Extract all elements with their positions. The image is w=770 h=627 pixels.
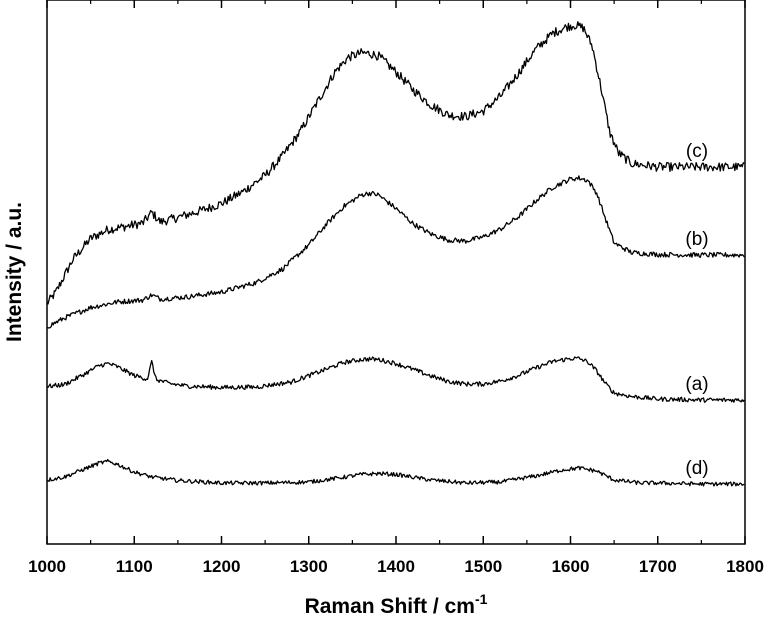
- x-tick-label-1600: 1600: [552, 557, 590, 576]
- series-trace-2: [46, 356, 745, 403]
- series-labels: (c) (b) (a) (d): [685, 141, 708, 479]
- plot-frame: [46, 0, 746, 545]
- series-label-0: (c): [686, 141, 708, 162]
- x-tick-label-1700: 1700: [639, 557, 677, 576]
- x-tick-label-1400: 1400: [377, 557, 415, 576]
- x-axis-tick-labels: 1000 1100 1200 1300 1400 1500 1600 1700 1800: [28, 557, 764, 576]
- series-trace-0: [46, 21, 745, 305]
- x-tick-label-1100: 1100: [116, 557, 153, 576]
- series-trace-3: [46, 458, 745, 487]
- x-tick-label-1200: 1200: [203, 557, 241, 576]
- x-tick-label-1000: 1000: [28, 557, 66, 576]
- series-trace-1: [46, 175, 745, 329]
- x-axis-title: Raman Shift / cm-1: [305, 591, 488, 618]
- x-tick-label-1300: 1300: [290, 557, 328, 576]
- y-axis-title: Intensity / a.u.: [3, 202, 26, 342]
- x-tick-label-1500: 1500: [464, 557, 502, 576]
- series-label-3: (d): [685, 458, 708, 479]
- series-label-1: (b): [685, 229, 708, 250]
- x-tick-label-1800: 1800: [726, 557, 764, 576]
- x-axis-title-superscript: -1: [475, 591, 488, 607]
- x-axis-ticks: [46, 0, 746, 544]
- spectra: [46, 21, 745, 487]
- series-label-2: (a): [685, 374, 708, 395]
